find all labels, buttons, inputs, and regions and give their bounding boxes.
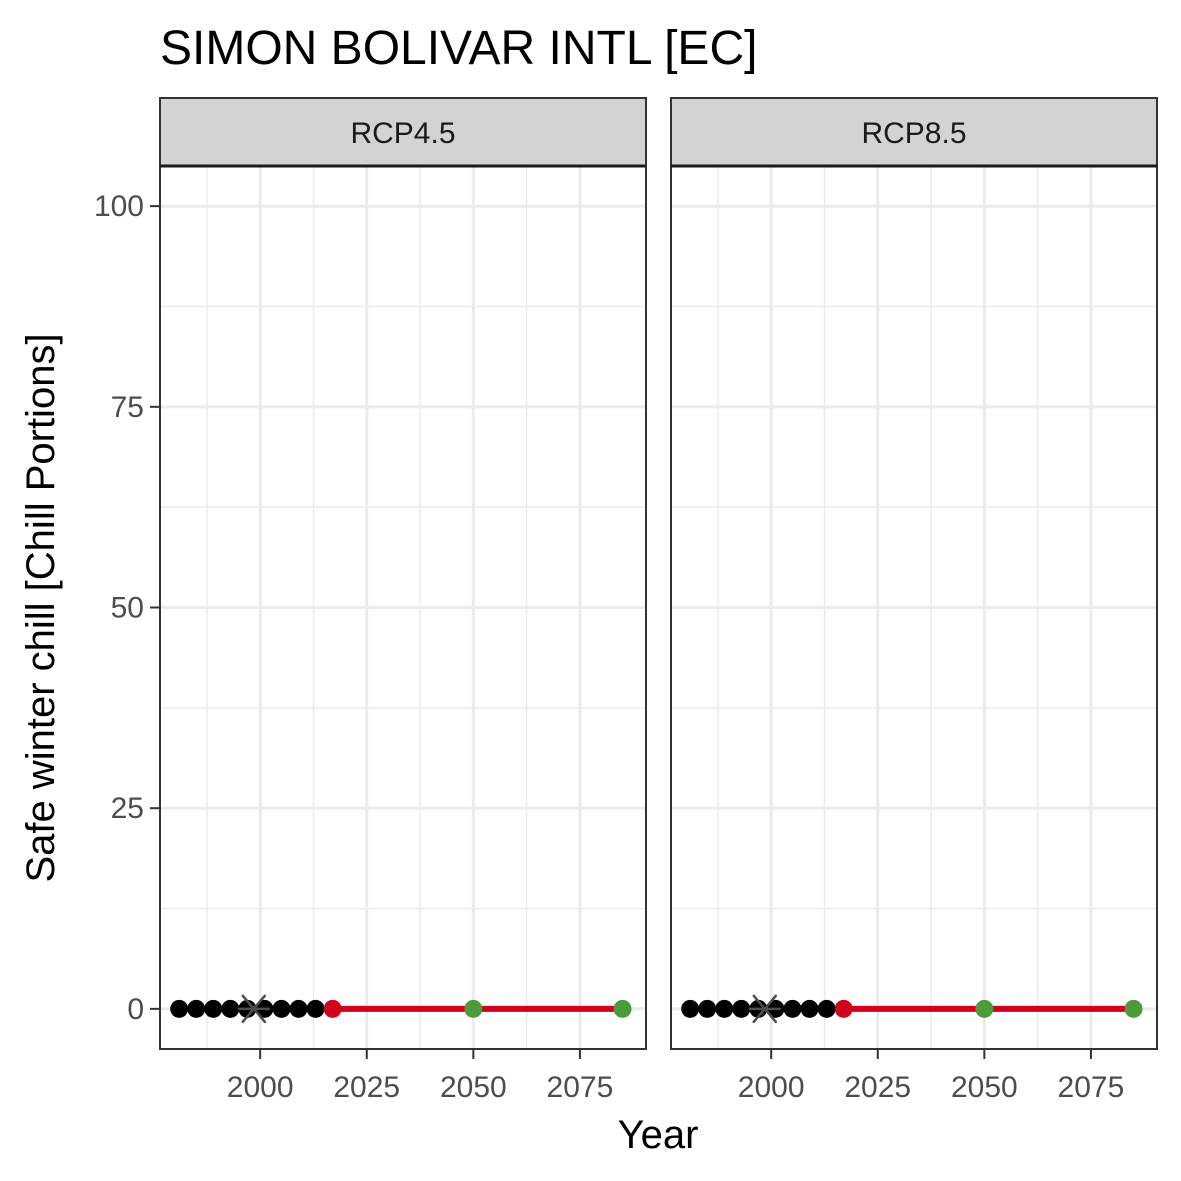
future-point <box>464 999 483 1018</box>
x-tick-label: 2000 <box>738 1071 805 1104</box>
future-start-point <box>323 999 342 1018</box>
x-tick-label: 2000 <box>227 1071 294 1104</box>
future-point <box>613 999 632 1018</box>
x-tick-label: 2075 <box>1058 1071 1125 1104</box>
reference-point-marker <box>237 994 271 1024</box>
y-tick-label: 75 <box>111 391 144 424</box>
facet-panel-0: RCP4.5 2000 2025 2050 2075 0 25 50 75 100 <box>94 97 647 1104</box>
historic-point <box>306 999 325 1018</box>
historic-point <box>272 999 291 1018</box>
historic-point <box>187 999 206 1018</box>
reference-point-marker <box>748 994 782 1024</box>
y-tick-label: 25 <box>111 792 144 825</box>
historic-point <box>698 999 717 1018</box>
facet-strip <box>670 97 1158 167</box>
y-tick-label: 0 <box>127 993 144 1026</box>
facet-panel-1: RCP8.5 2000 2025 2050 2075 <box>670 97 1158 1104</box>
historic-point <box>204 999 223 1018</box>
y-tick-label: 100 <box>94 190 144 223</box>
historic-point <box>289 999 308 1018</box>
facet-strip-label: RCP8.5 <box>861 117 966 150</box>
historic-point <box>732 999 751 1018</box>
historic-point <box>715 999 734 1018</box>
historic-point <box>221 999 240 1018</box>
x-tick-label: 2050 <box>951 1071 1018 1104</box>
historic-point <box>170 999 189 1018</box>
x-tick-label: 2075 <box>547 1071 614 1104</box>
chart-title: SIMON BOLIVAR INTL [EC] <box>160 22 757 75</box>
facet-panels: RCP4.5 2000 2025 2050 2075 0 25 50 75 100 RCP8.5 20… <box>94 97 1158 1104</box>
future-point <box>1124 999 1143 1018</box>
historic-point <box>800 999 819 1018</box>
future-point <box>975 999 994 1018</box>
x-axis-title: Year <box>618 1113 699 1157</box>
x-tick-label: 2025 <box>844 1071 911 1104</box>
y-axis-title: Safe winter chill [Chill Portions] <box>19 333 63 882</box>
y-tick-label: 50 <box>111 592 144 625</box>
historic-point <box>783 999 802 1018</box>
facet-strip-label: RCP4.5 <box>350 117 455 150</box>
future-start-point <box>834 999 853 1018</box>
x-tick-label: 2050 <box>440 1071 507 1104</box>
historic-point <box>817 999 836 1018</box>
reference-point-stroke <box>752 994 778 1024</box>
x-tick-label: 2025 <box>333 1071 400 1104</box>
reference-point-stroke <box>241 994 267 1024</box>
facet-strip <box>159 97 647 167</box>
historic-point <box>681 999 700 1018</box>
